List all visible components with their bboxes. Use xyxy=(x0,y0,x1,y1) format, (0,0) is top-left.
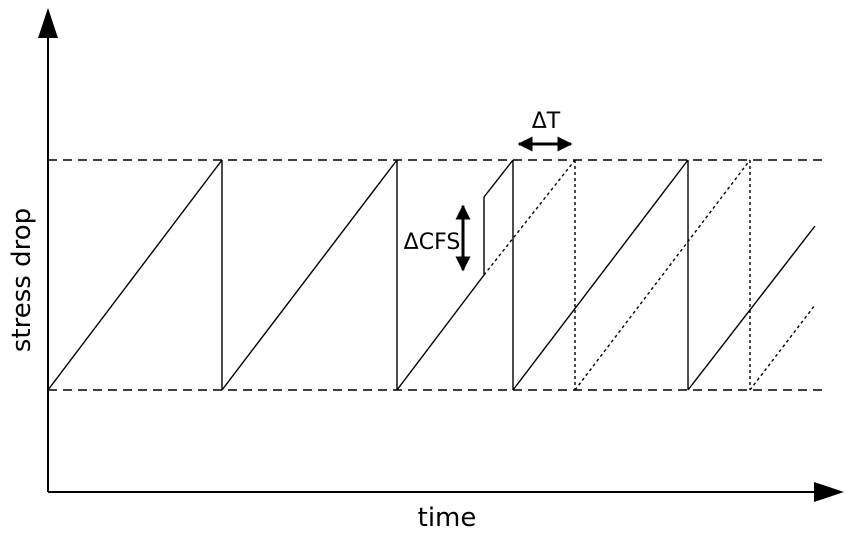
loading-ramp-5 xyxy=(687,225,816,391)
solid-sawtooth xyxy=(47,159,816,391)
dotted-sawtooth xyxy=(483,159,816,391)
x-axis-arrowhead xyxy=(814,482,844,502)
loading-ramp-1 xyxy=(47,159,223,391)
y-axis-arrowhead xyxy=(38,8,58,38)
unperturbed-ramp-3 xyxy=(749,304,816,391)
loading-ramp-2 xyxy=(221,159,398,391)
delta-t-label: ΔT xyxy=(532,109,561,134)
y-axis-label: stress drop xyxy=(7,208,37,352)
x-axis-label: time xyxy=(418,503,477,533)
loading-ramp-3b xyxy=(483,159,514,198)
loading-ramp-4 xyxy=(512,159,689,391)
axes xyxy=(38,8,844,502)
loading-ramp-3 xyxy=(396,274,485,391)
threshold-lines xyxy=(48,159,822,391)
unperturbed-ramp-2 xyxy=(574,159,751,391)
delta-cfs-label: ΔCFS xyxy=(404,230,461,255)
unperturbed-ramp-1 xyxy=(483,159,576,276)
